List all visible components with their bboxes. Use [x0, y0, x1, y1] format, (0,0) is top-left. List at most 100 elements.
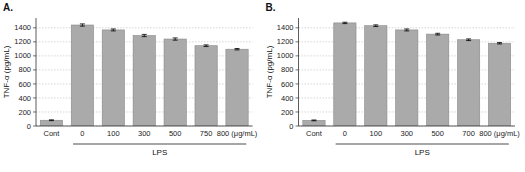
bar [396, 30, 418, 126]
bracket [336, 144, 509, 145]
x-label: LPS [152, 148, 167, 157]
bar [195, 46, 217, 126]
error-cap [111, 30, 116, 31]
y-tick [296, 41, 299, 42]
bar [71, 25, 93, 126]
error-cap [311, 120, 316, 121]
bar [303, 120, 325, 126]
title: A. [3, 2, 13, 13]
marks [303, 22, 511, 126]
y-tick-label: 1400 [277, 23, 294, 32]
x-tick-label: 100 [370, 129, 383, 138]
error-cap [142, 36, 147, 37]
y-axis [298, 18, 299, 126]
y-tick-label: 1200 [14, 37, 31, 46]
error-cap [497, 42, 502, 43]
error-bar [404, 29, 409, 31]
error-bar [435, 33, 440, 35]
marks [40, 24, 248, 126]
y-tick [33, 69, 36, 70]
x-tick-label: 300 [138, 129, 151, 138]
y-tick-label: 200 [18, 108, 31, 117]
y-tick-label: 600 [281, 80, 294, 89]
error-cap [373, 24, 378, 25]
error-bar [204, 45, 209, 47]
y-label: TNF-α (pg/mL) [265, 45, 274, 98]
y-tick-label: 1200 [277, 37, 294, 46]
x-tick-label: Cont [44, 129, 61, 138]
y-tick [33, 27, 36, 28]
error-cap [80, 23, 85, 24]
x-label: LPS [415, 148, 430, 157]
error-bar [142, 34, 147, 36]
bar [457, 40, 479, 126]
x-tick-label: 800 (μg/mL) [479, 129, 520, 138]
panel: 0200400600800100012001400Cont01003005007… [265, 2, 521, 157]
y-tick [33, 55, 36, 56]
x-tick-label: 500 [169, 129, 182, 138]
y-tick [296, 83, 299, 84]
y-tick [296, 97, 299, 98]
bar [488, 43, 510, 126]
error-cap [49, 120, 54, 121]
y-tick-label: 600 [18, 80, 31, 89]
bar [226, 49, 248, 126]
panel: 0200400600800100012001400Cont01003005007… [2, 2, 258, 157]
grid-line [36, 126, 253, 127]
y-tick [296, 27, 299, 28]
error-cap [342, 23, 347, 24]
error-bar [111, 29, 116, 31]
x-tick-label: 500 [431, 129, 444, 138]
error-cap [435, 33, 440, 34]
error-bar [497, 43, 502, 44]
y-tick [296, 55, 299, 56]
y-tick-label: 0 [27, 122, 31, 131]
error-cap [204, 44, 209, 45]
grid-line [36, 27, 253, 28]
error-bar [373, 25, 378, 27]
error-cap [435, 34, 440, 35]
x-tick-label: 0 [80, 129, 84, 138]
grid-line [299, 27, 516, 28]
error-bar [49, 119, 54, 121]
bar [133, 36, 155, 126]
error-cap [111, 28, 116, 29]
error-cap [342, 22, 347, 23]
error-bar [311, 119, 316, 121]
error-bar [235, 49, 240, 50]
error-cap [466, 40, 471, 41]
bar [334, 23, 356, 126]
error-cap [497, 43, 502, 44]
x-tick-label: 100 [107, 129, 120, 138]
error-cap [311, 119, 316, 120]
y-tick-label: 0 [289, 122, 293, 131]
y-tick [33, 126, 36, 127]
y-tick-label: 400 [281, 94, 294, 103]
y-tick-label: 400 [18, 94, 31, 103]
y-tick-label: 1000 [14, 51, 31, 60]
bracket [73, 144, 246, 145]
y-tick [33, 111, 36, 112]
x-tick-label: 300 [400, 129, 413, 138]
error-cap [404, 30, 409, 31]
error-cap [404, 28, 409, 29]
x-tick-label: 800 (μg/mL) [217, 129, 258, 138]
error-cap [80, 26, 85, 27]
bar [427, 34, 449, 126]
x-tick-label: Cont [306, 129, 323, 138]
y-tick-label: 200 [281, 108, 294, 117]
grid-line [299, 126, 516, 127]
error-bar [342, 22, 347, 23]
x-tick-label: 0 [343, 129, 347, 138]
y-label: TNF-α (pg/mL) [2, 45, 11, 98]
y-tick [296, 126, 299, 127]
y-tick-label: 1400 [14, 23, 31, 32]
error-cap [204, 46, 209, 47]
y-tick [296, 111, 299, 112]
x-tick-label: 750 [200, 129, 213, 138]
bar [102, 30, 124, 126]
y-tick [33, 83, 36, 84]
error-bar [80, 24, 85, 26]
error-cap [142, 34, 147, 35]
error-cap [173, 37, 178, 38]
